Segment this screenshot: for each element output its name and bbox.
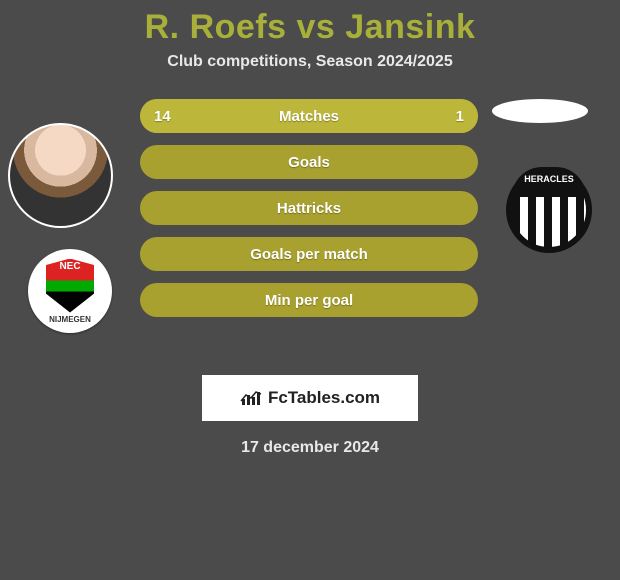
stat-value-right: 1 — [456, 99, 464, 133]
subtitle: Club competitions, Season 2024/2025 — [0, 53, 620, 71]
club-left-crest: NIJMEGEN — [28, 249, 112, 333]
stat-bar: Goals — [140, 145, 478, 179]
club-left-shield-icon — [46, 259, 94, 313]
stat-bar: Goals per match — [140, 237, 478, 271]
stat-label: Min per goal — [265, 292, 353, 309]
stat-value-left: 14 — [154, 99, 171, 133]
stat-bar-right-seg — [410, 99, 478, 133]
comparison-stage: NIJMEGEN HERACLES 14 1 Matches Goals Hattric… — [0, 99, 620, 359]
page-title: R. Roefs vs Jansink — [0, 0, 620, 47]
player-right-portrait — [492, 99, 588, 123]
date: 17 december 2024 — [0, 439, 620, 457]
club-left-city: NIJMEGEN — [49, 315, 91, 324]
watermark: FcTables.com — [202, 375, 418, 421]
stat-label: Matches — [279, 108, 339, 125]
stat-bars: 14 1 Matches Goals Hattricks Goals per match M… — [140, 99, 478, 317]
club-right-crest: HERACLES — [506, 167, 592, 253]
watermark-text: FcTables.com — [268, 388, 380, 408]
stat-bar: 14 1 Matches — [140, 99, 478, 133]
stat-bar: Min per goal — [140, 283, 478, 317]
stat-bar: Hattricks — [140, 191, 478, 225]
club-right-label: HERACLES — [512, 167, 586, 197]
stat-label: Goals — [288, 154, 330, 171]
stat-bar-left-seg — [140, 99, 410, 133]
stat-label: Hattricks — [277, 200, 341, 217]
player-left-portrait — [8, 123, 113, 228]
watermark-chart-icon — [240, 389, 262, 407]
stat-label: Goals per match — [250, 246, 368, 263]
